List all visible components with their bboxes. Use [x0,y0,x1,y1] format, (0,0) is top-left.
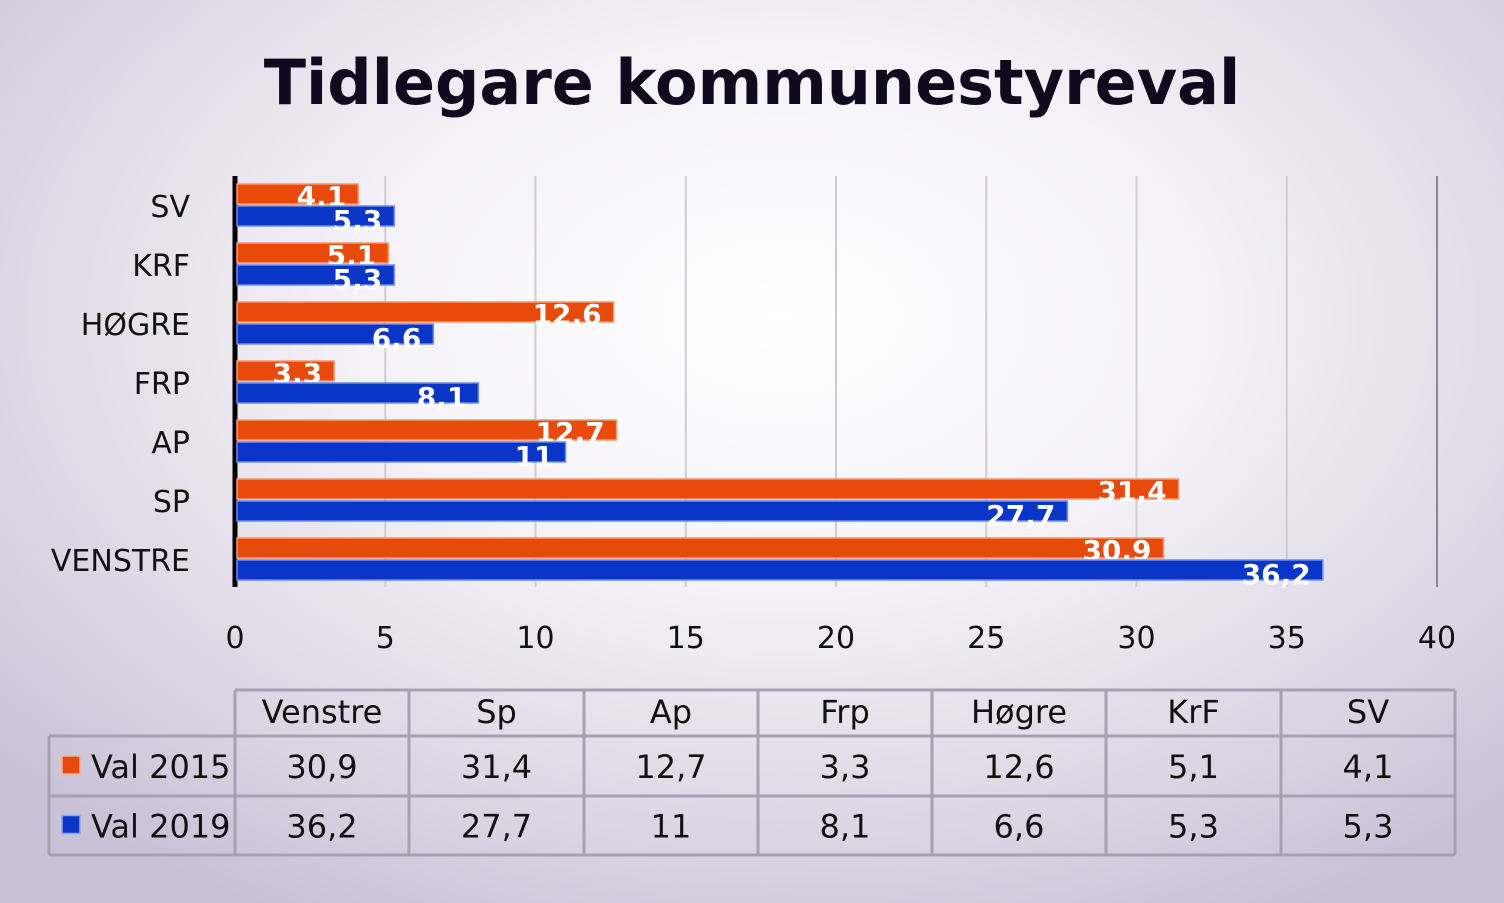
table-header: KrF [1167,693,1220,731]
x-tick-label: 15 [667,621,705,656]
data-label: 8,1 [417,381,467,414]
bar-val-2015 [236,301,615,323]
x-tick-label: 0 [225,621,244,656]
table-header: SV [1347,693,1389,731]
table-cell: 5,1 [1168,748,1219,786]
legend-swatch [61,755,81,775]
table-cell: 31,4 [461,748,532,786]
data-label: 11 [515,440,554,473]
bar-val-2019 [236,441,567,463]
table-cell: 12,7 [635,748,706,786]
category-label: SV [150,190,190,225]
table-cell: 5,3 [1343,808,1394,846]
table-cell: 12,6 [983,748,1054,786]
bar-val-2015 [236,360,335,382]
data-label: 36,2 [1242,558,1311,591]
bar-val-2015 [236,419,618,441]
category-label: AP [151,426,190,461]
category-label: HØGRE [81,308,190,343]
bar-val-2019 [236,382,480,404]
table-cell: 27,7 [461,808,532,846]
table-cell: 3,3 [820,748,871,786]
x-tick-label: 5 [376,621,395,656]
x-tick-label: 20 [817,621,855,656]
x-tick-label: 30 [1117,621,1155,656]
x-tick-label: 40 [1418,621,1456,656]
table-header: Venstre [262,693,383,731]
table-cell: 11 [651,808,692,846]
category-label: SP [153,485,190,520]
legend-swatch [61,814,81,835]
data-label: 12,6 [533,298,602,331]
bar-val-2015 [236,183,359,205]
bar-val-2019 [236,205,396,227]
table-header: Frp [820,693,870,731]
bar-val-2019 [236,559,1324,581]
legend-label: Val 2015 [91,748,231,786]
table-cell: 4,1 [1343,748,1394,786]
table-header: Sp [476,693,517,731]
bar-val-2019 [236,500,1069,522]
bar-val-2015 [236,537,1165,559]
table-cell: 36,2 [286,808,357,846]
category-label: KRF [132,249,190,284]
category-label: FRP [134,367,190,402]
table-cell: 30,9 [286,748,357,786]
data-label: 31,4 [1097,475,1166,508]
table-cell: 5,3 [1168,808,1219,846]
data-label: 27,7 [986,499,1055,532]
table-header: Ap [650,693,692,731]
bar-val-2015 [236,478,1180,500]
bar-val-2019 [236,264,396,286]
bar-val-2015 [236,242,390,264]
legend-label: Val 2019 [91,808,231,846]
chart-title: Tidlegare kommunestyreval [264,46,1240,119]
table-cell: 6,6 [994,808,1045,846]
x-tick-label: 10 [516,621,554,656]
x-tick-label: 25 [967,621,1005,656]
table-header: Høgre [971,693,1067,731]
data-label: 5,3 [333,204,383,237]
data-label: 6,6 [372,322,422,355]
data-label: 5,3 [333,263,383,296]
bar-val-2019 [236,323,435,345]
x-tick-label: 35 [1268,621,1306,656]
category-label: VENSTRE [51,544,190,579]
table-cell: 8,1 [820,808,871,846]
